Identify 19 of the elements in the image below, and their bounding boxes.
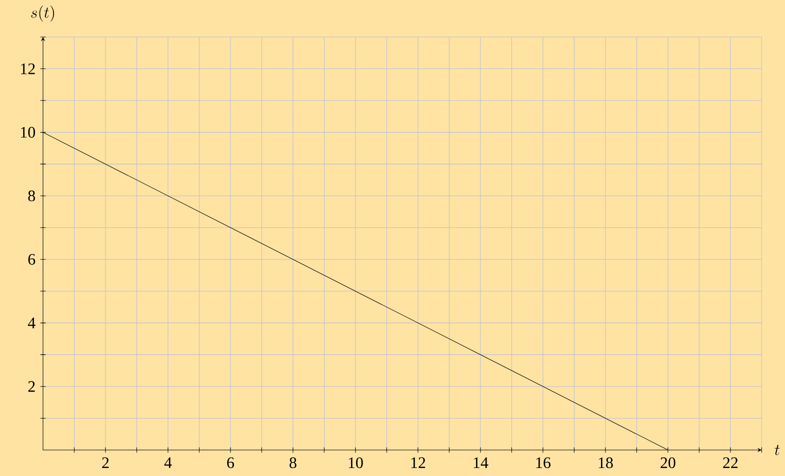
x-tick-label: 8	[290, 457, 296, 468]
x-tick-label: 20	[660, 457, 676, 468]
x-axis-title: $t$	[774, 444, 780, 456]
y-tick-label: 4	[28, 318, 36, 328]
x-tick-label: 22	[723, 457, 738, 468]
y-tick-label: 2	[28, 381, 35, 392]
x-tick-label: 14	[474, 457, 488, 468]
x-tick-label: 4	[164, 457, 172, 468]
y-tick-label: 6	[28, 254, 36, 265]
y-tick-label: 8	[28, 190, 36, 202]
y-tick-label: 10	[21, 126, 36, 138]
x-tick-label: 6	[227, 457, 234, 468]
x-tick-label: 10	[348, 457, 363, 468]
x-tick-label: 16	[536, 457, 550, 468]
x-tick-label: 18	[598, 457, 613, 468]
y-axis-title: $s(t)$	[31, 6, 54, 22]
x-tick-label: 2	[102, 457, 109, 468]
y-tick-label: 12	[21, 63, 35, 74]
x-tick-label: 12	[411, 457, 426, 468]
